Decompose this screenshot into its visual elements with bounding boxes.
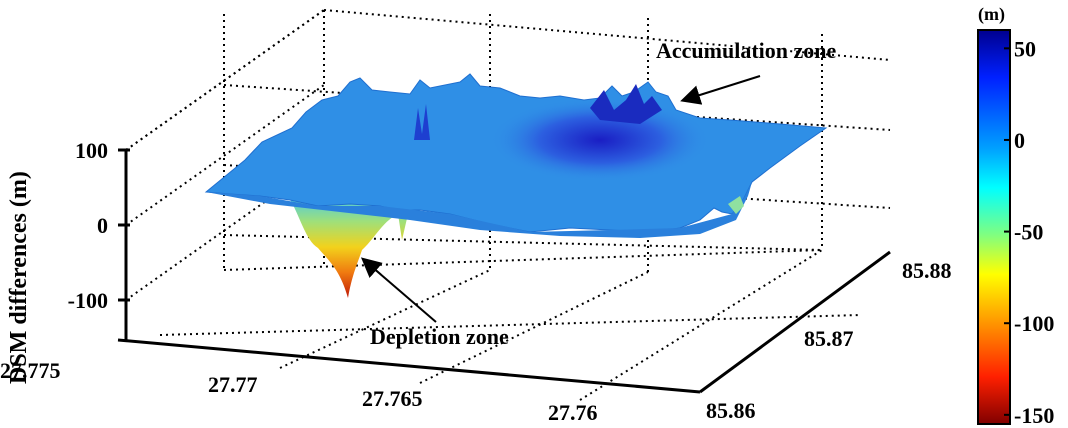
depletion-surface xyxy=(288,196,426,298)
accumulation-zone-label: Accumulation zone xyxy=(656,38,837,63)
grid-z0-left xyxy=(125,84,325,226)
y-axis-ticks: 85.86 85.87 85.88 xyxy=(706,258,952,423)
grid-zm100-left xyxy=(125,159,325,301)
surface-right-notch xyxy=(728,196,744,214)
surface-front-edge xyxy=(206,182,752,238)
x-tick-label: 27.77 xyxy=(208,372,258,397)
grid-zm100-back xyxy=(223,234,823,251)
grid-floor-3 xyxy=(579,249,823,401)
z-axis-ticks: 100 0 -100 xyxy=(68,138,130,313)
colorbar-ticks: 50 0 -50 -100 -150 xyxy=(1004,36,1054,428)
x-axis-line xyxy=(117,338,701,394)
depletion-arrow xyxy=(360,257,437,323)
accumulation-region xyxy=(490,98,710,182)
depletion-zone-label: Depletion zone xyxy=(370,324,509,349)
colorbar-tick-label: 50 xyxy=(1014,36,1036,61)
spike-left xyxy=(414,104,430,140)
y-tick-label: 85.86 xyxy=(706,398,756,423)
z-tick-label: 0 xyxy=(97,213,108,238)
colorbar-tick-label: -50 xyxy=(1014,220,1043,245)
surface-plot xyxy=(204,73,828,298)
z-axis-label: DSM differences (m) xyxy=(6,171,32,384)
grid-floor-1 xyxy=(279,269,491,369)
grid-floor-5 xyxy=(223,249,823,271)
axis-lines xyxy=(117,150,891,394)
colorbar: (m) 50 0 -50 -100 -150 xyxy=(977,4,1054,428)
annotations: Accumulation zone Depletion zone xyxy=(360,38,837,349)
y-tick-label: 85.88 xyxy=(902,258,952,283)
colorbar-unit: (m) xyxy=(978,4,1005,25)
accumulation-arrow xyxy=(680,75,761,105)
grid-floor-4 xyxy=(159,314,861,336)
colorbar-tick-label: -150 xyxy=(1014,403,1054,428)
grid-z100-left xyxy=(125,9,325,151)
y-tick-label: 85.87 xyxy=(804,326,854,351)
grid-floor-2 xyxy=(419,271,649,384)
x-tick-label: 27.765 xyxy=(362,386,423,411)
colorbar-rect xyxy=(977,29,1011,425)
x-tick-label: 27.775 xyxy=(0,358,61,383)
colorbar-tick-label: 0 xyxy=(1014,128,1025,153)
x-tick-label: 27.76 xyxy=(548,400,598,425)
x-axis-ticks: 27.775 27.77 27.765 27.76 xyxy=(0,358,598,425)
z-tick-label: 100 xyxy=(75,138,108,163)
y-axis-line xyxy=(699,250,891,394)
colorbar-tick-label: -100 xyxy=(1014,311,1054,336)
accumulation-peaks xyxy=(590,84,662,124)
z-tick-label: -100 xyxy=(68,288,108,313)
